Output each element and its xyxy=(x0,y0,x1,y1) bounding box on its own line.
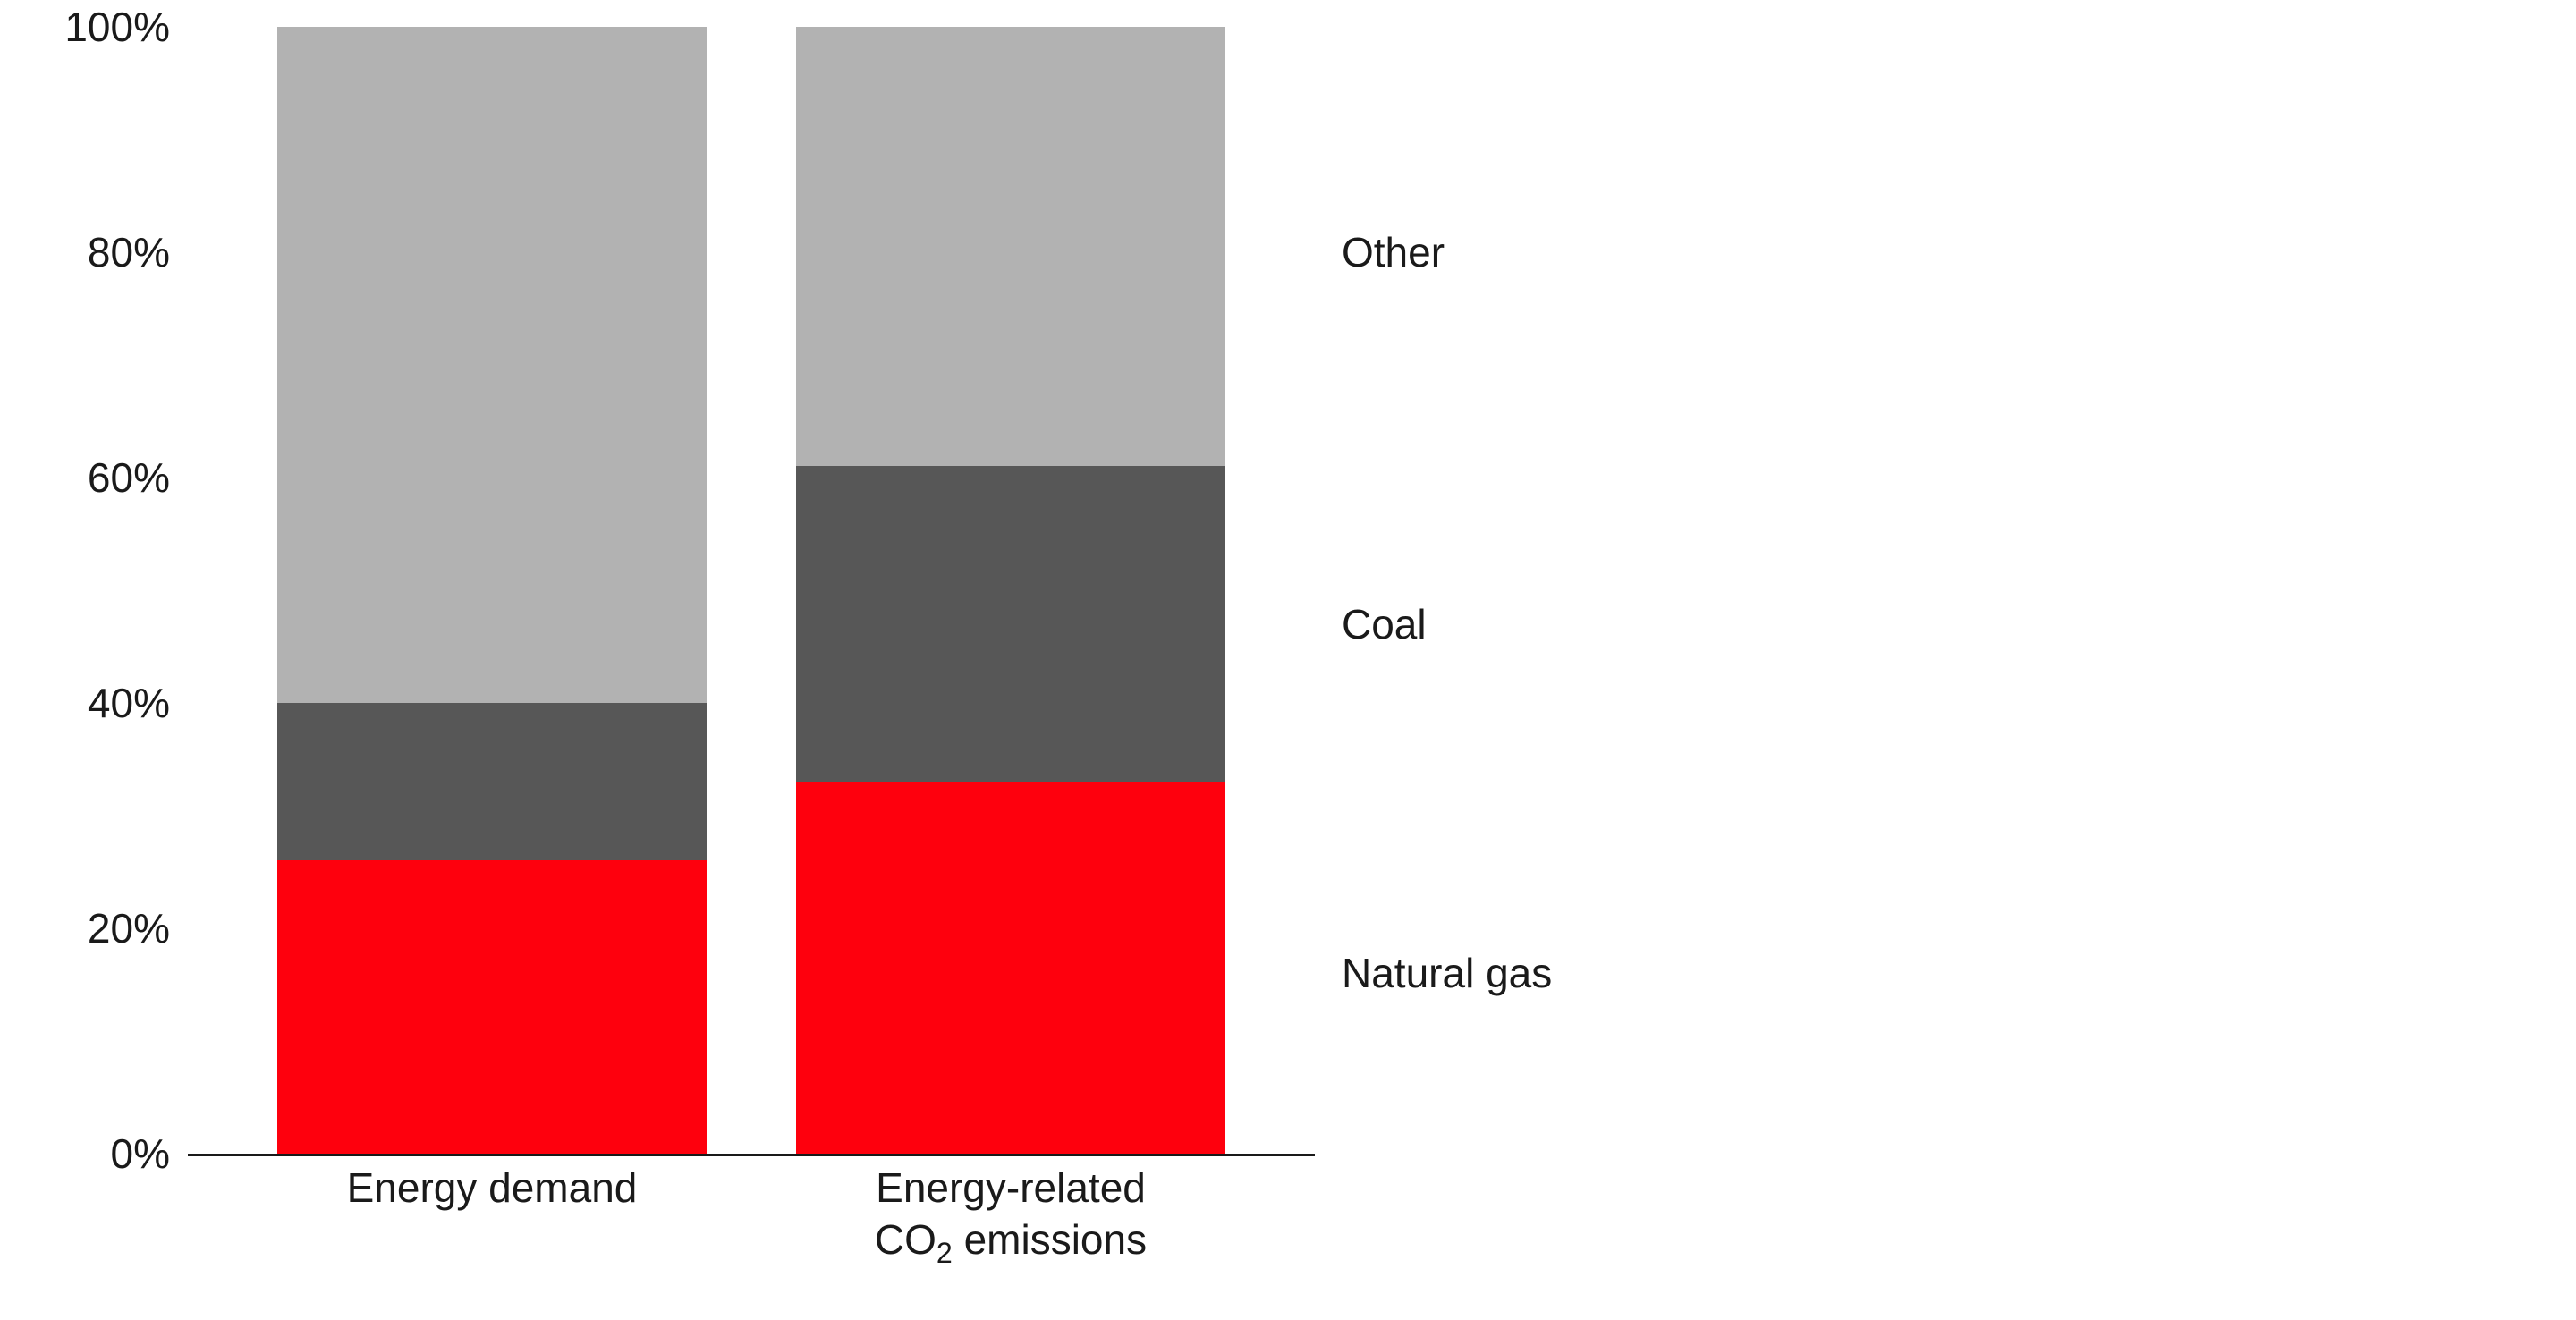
segment-energy_related_co2-natural_gas xyxy=(796,782,1225,1154)
legend-item-other: Other xyxy=(1342,228,1445,276)
legend-item-coal: Coal xyxy=(1342,600,1427,648)
bar-energy_demand xyxy=(277,27,707,1154)
y-tick-label: 80% xyxy=(36,228,170,276)
legend: Natural gas Coal Other xyxy=(1342,27,1699,1154)
segment-energy_related_co2-other xyxy=(796,27,1225,466)
y-tick-label: 60% xyxy=(36,453,170,502)
bars-container xyxy=(188,27,1315,1154)
plot-area xyxy=(188,27,1315,1156)
y-tick-label: 100% xyxy=(36,3,170,51)
y-tick-label: 20% xyxy=(36,904,170,952)
x-axis-labels: Energy demand Energy-relatedCO2 emissions xyxy=(188,1163,1315,1271)
x-label-energy_demand: Energy demand xyxy=(277,1163,707,1271)
segment-energy_demand-other xyxy=(277,27,707,703)
stacked-bar-chart: 0% 20% 40% 60% 80% 100% Energy demand Energy-r… xyxy=(36,0,1556,1320)
segment-energy_demand-natural_gas xyxy=(277,860,707,1154)
segment-energy_demand-coal xyxy=(277,703,707,860)
y-tick-label: 40% xyxy=(36,679,170,727)
legend-item-natural_gas: Natural gas xyxy=(1342,949,1552,997)
y-axis: 0%20%40%60%80%100% xyxy=(36,27,179,1154)
bar-energy_related_co2 xyxy=(796,27,1225,1154)
segment-energy_related_co2-coal xyxy=(796,466,1225,782)
y-tick-label: 0% xyxy=(36,1130,170,1178)
x-label-energy_related_co2: Energy-relatedCO2 emissions xyxy=(796,1163,1225,1271)
